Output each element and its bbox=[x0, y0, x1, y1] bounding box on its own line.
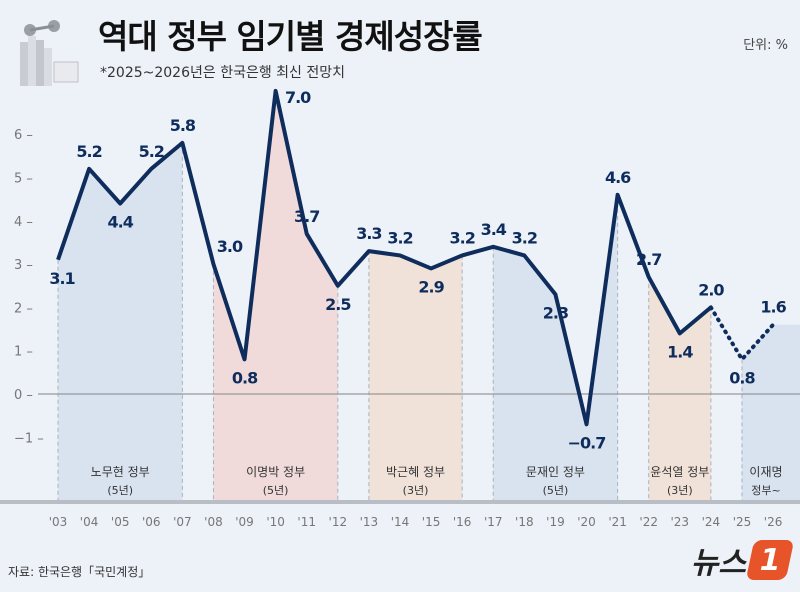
x-tick-label: '06 bbox=[142, 515, 161, 529]
data-label: 2.5 bbox=[325, 295, 351, 314]
x-tick-label: '22 bbox=[639, 515, 658, 529]
data-label: 2.0 bbox=[698, 280, 724, 299]
x-tick-label: '09 bbox=[235, 515, 254, 529]
x-tick-label: '11 bbox=[297, 515, 316, 529]
government-band bbox=[493, 194, 618, 500]
government-name: 박근혜 정부 bbox=[386, 465, 445, 479]
data-label: −0.7 bbox=[568, 433, 606, 452]
data-label: 0.8 bbox=[232, 368, 258, 387]
x-tick-label: '17 bbox=[484, 515, 503, 529]
y-tick-label: 1 – bbox=[14, 345, 33, 360]
data-label: 7.0 bbox=[285, 88, 311, 107]
x-tick-label: '08 bbox=[204, 515, 223, 529]
y-tick-label: 6 – bbox=[14, 128, 33, 143]
data-label: 4.6 bbox=[605, 168, 631, 187]
source-note: 자료: 한국은행「국민계정」 bbox=[8, 565, 151, 579]
government-name: 이명박 정부 bbox=[246, 465, 305, 479]
data-label: 3.2 bbox=[387, 228, 412, 247]
x-tick-label: '13 bbox=[360, 515, 379, 529]
x-tick-label: '18 bbox=[515, 515, 534, 529]
y-tick-label: 5 – bbox=[14, 172, 33, 187]
news1-logo: 뉴스 1 bbox=[690, 538, 795, 582]
growth-line bbox=[56, 88, 713, 427]
x-tick-label: '16 bbox=[453, 515, 472, 529]
data-label: 2.7 bbox=[636, 250, 661, 269]
x-tick-label: '26 bbox=[764, 515, 783, 529]
x-tick-label: '19 bbox=[546, 515, 565, 529]
government-term: 정부~ bbox=[751, 484, 780, 497]
data-label: 5.8 bbox=[170, 116, 196, 135]
economy-illustration-icon bbox=[20, 20, 79, 86]
data-label: 1.4 bbox=[667, 342, 693, 361]
data-label: 2.3 bbox=[543, 303, 568, 322]
x-tick-label: '21 bbox=[608, 515, 627, 529]
x-tick-label: '25 bbox=[733, 515, 752, 529]
government-term: (5년) bbox=[543, 484, 569, 497]
forecast-line bbox=[708, 305, 776, 363]
government-term: (3년) bbox=[667, 484, 693, 497]
x-tick-label: '05 bbox=[111, 515, 130, 529]
data-label: 2.9 bbox=[418, 277, 444, 296]
y-tick-label: −1 – bbox=[14, 431, 44, 446]
government-name: 노무현 정부 bbox=[91, 465, 150, 479]
page-title: 역대 정부 임기별 경제성장률 bbox=[98, 17, 483, 56]
data-label: 3.2 bbox=[449, 228, 474, 247]
ground-line bbox=[0, 500, 800, 504]
government-term: (3년) bbox=[403, 484, 429, 497]
data-label: 3.1 bbox=[49, 269, 75, 288]
subtitle: *2025~2026년은 한국은행 최신 전망치 bbox=[100, 65, 346, 81]
government-name: 문재인 정부 bbox=[526, 465, 585, 479]
data-label: 3.3 bbox=[356, 224, 381, 243]
x-tick-label: '23 bbox=[671, 515, 690, 529]
x-tick-label: '10 bbox=[266, 515, 285, 529]
y-tick-label: 0 – bbox=[14, 388, 33, 403]
x-tick-label: '03 bbox=[49, 515, 68, 529]
government-band bbox=[741, 324, 800, 500]
data-label: 5.2 bbox=[139, 142, 164, 161]
government-term: (5년) bbox=[263, 484, 289, 497]
government-band bbox=[368, 251, 463, 500]
logo-text: 뉴스 bbox=[690, 546, 746, 581]
data-label: 5.2 bbox=[76, 142, 101, 161]
data-label: 1.6 bbox=[760, 298, 786, 317]
data-label: 0.8 bbox=[729, 368, 755, 387]
data-label: 3.4 bbox=[481, 220, 507, 239]
government-term: (5년) bbox=[107, 484, 133, 497]
x-tick-label: '07 bbox=[173, 515, 192, 529]
unit-label: 단위: % bbox=[743, 38, 788, 53]
x-tick-label: '04 bbox=[80, 515, 99, 529]
government-band bbox=[213, 90, 338, 501]
x-tick-label: '15 bbox=[422, 515, 441, 529]
x-tick-label: '20 bbox=[577, 515, 596, 529]
government-name: 이재명 bbox=[749, 465, 782, 479]
government-name: 윤석열 정부 bbox=[650, 465, 709, 479]
x-tick-label: '14 bbox=[391, 515, 410, 529]
x-tick-label: '24 bbox=[702, 515, 721, 529]
y-tick-label: 3 – bbox=[14, 258, 33, 273]
logo-mark: 1 bbox=[745, 540, 795, 580]
government-band bbox=[58, 142, 183, 501]
y-tick-label: 4 – bbox=[14, 215, 33, 230]
data-label: 3.7 bbox=[294, 207, 319, 226]
x-tick-label: '12 bbox=[329, 515, 348, 529]
data-label: 4.4 bbox=[108, 212, 134, 231]
government-band bbox=[648, 277, 711, 500]
y-tick-label: 2 – bbox=[14, 301, 33, 316]
data-label: 3.2 bbox=[512, 228, 537, 247]
data-label: 3.0 bbox=[217, 237, 243, 256]
